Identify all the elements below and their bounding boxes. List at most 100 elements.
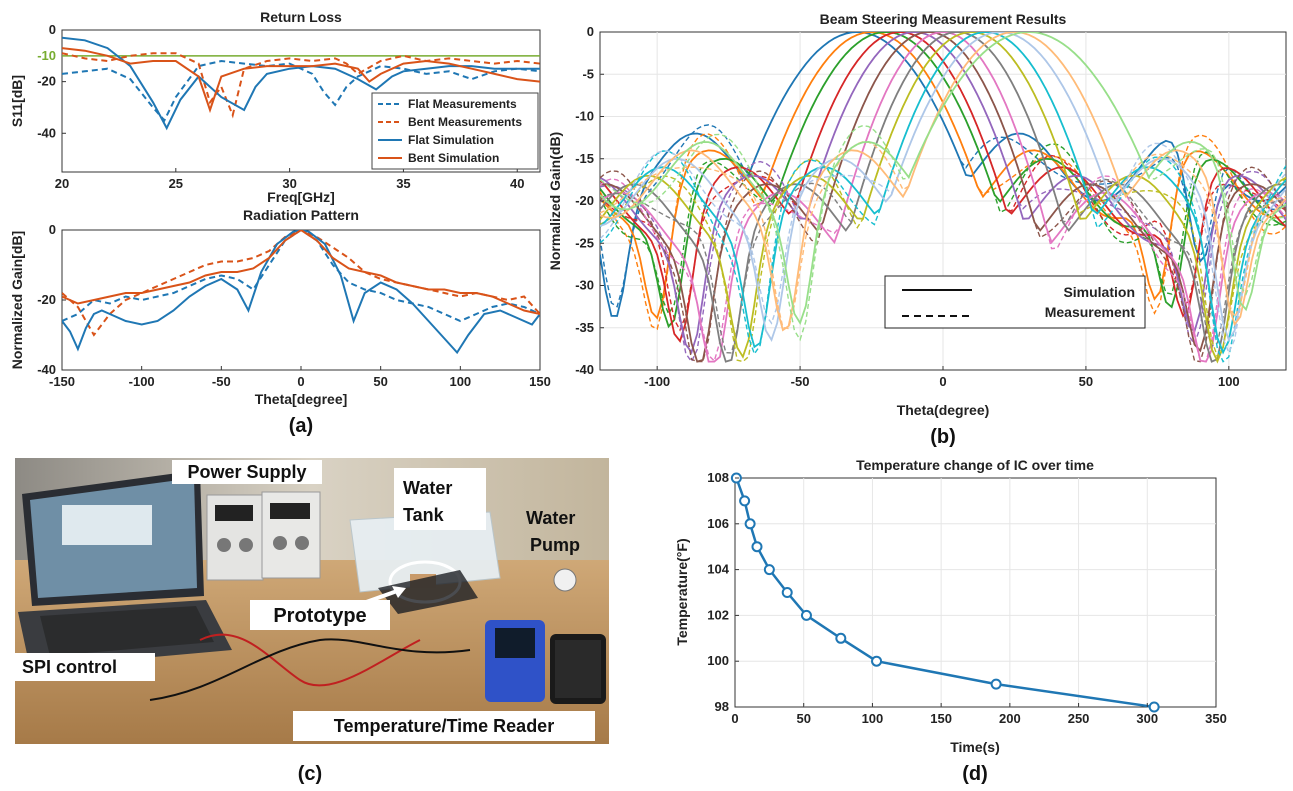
legend-flat-measurements: Flat Measurements [408, 97, 517, 111]
temperature-ytick-label: 106 [707, 516, 729, 531]
temperature-xtick-label: 100 [862, 711, 884, 726]
beam-steering-xtick-label: 50 [1079, 374, 1093, 389]
radiation-pattern-title: Radiation Pattern [243, 207, 359, 223]
beam-steering-xtick-label: -50 [791, 374, 810, 389]
label-water-pump-line2: Pump [530, 535, 580, 555]
temperature-ytick-label: 104 [707, 562, 729, 577]
return-loss-ytick-label: -40 [37, 125, 56, 140]
radiation-pattern-xtick-label: 100 [449, 374, 471, 389]
temperature-xtick-label: 0 [731, 711, 738, 726]
beam-7-measurement [600, 32, 1286, 363]
temperature-point [744, 518, 756, 530]
temperature-plot-area [734, 477, 1217, 708]
caption-d: (d) [962, 763, 988, 785]
return-loss-legend: Flat Measurements Bent Measurements Flat… [371, 92, 539, 170]
temperature-reader [485, 620, 606, 704]
radiation-pattern-series-flat-simulation [62, 230, 540, 355]
return-loss-xtick-label: 40 [510, 176, 524, 191]
legend-flat-simulation: Flat Simulation [408, 133, 494, 147]
label-temperature-reader: Temperature/Time Reader [334, 716, 554, 736]
power-supplies [206, 491, 321, 581]
temperature-ytick-label: 98 [715, 699, 729, 714]
temperature-point [990, 678, 1002, 690]
beam-steering-chart: -100 -50 0 50 100 0 -5 -10 -15 -20 -25 -30 -35 -40 Be… [547, 11, 1287, 418]
temperature-point [751, 541, 763, 553]
radiation-pattern-xlabel: Theta[degree] [255, 391, 348, 407]
beam-steering-ytick-label: -25 [575, 235, 594, 250]
temperature-xtick-label: 350 [1205, 711, 1227, 726]
radiation-pattern-xtick-label: 150 [529, 374, 551, 389]
beam-steering-ytick-label: -10 [575, 109, 594, 124]
beam-steering-ytick-label: -40 [575, 362, 594, 377]
temperature-ytick-label: 100 [707, 653, 729, 668]
radiation-pattern-plot-area [61, 229, 541, 371]
beam-steering-ytick-label: 0 [587, 24, 594, 39]
beam-steering-xlabel: Theta(degree) [897, 402, 990, 418]
water-pump [553, 568, 577, 592]
beam-steering-ytick-label: -30 [575, 278, 594, 293]
radiation-pattern-series-flat-measurements [62, 230, 540, 323]
label-spi-control: SPI control [22, 657, 117, 677]
label-prototype: Prototype [273, 605, 366, 627]
return-loss-series-flat-measurements [62, 59, 540, 123]
beam-steering-xtick-label: 0 [939, 374, 946, 389]
beam-11-simulation [600, 32, 1286, 343]
temperature-point [871, 655, 883, 667]
beam-steering-ytick-label: -5 [582, 66, 594, 81]
label-water-pump-line1: Water [526, 508, 575, 528]
return-loss-xtick-label: 25 [169, 176, 183, 191]
radiation-pattern-ytick-label: -40 [37, 362, 56, 377]
legend-simulation: Simulation [1063, 284, 1135, 300]
beam-11-measurement [600, 32, 1286, 355]
temperature-ytick-label: 102 [707, 607, 729, 622]
temperature-point [800, 609, 812, 621]
radiation-pattern-ylabel: Normalized Gain[dB] [9, 231, 25, 369]
return-loss-xtick-label: 35 [396, 176, 410, 191]
legend-bent-measurements: Bent Measurements [408, 115, 522, 129]
beam-steering-ylabel: Normalized Gain(dB) [547, 132, 563, 270]
laptop-screen-window [62, 505, 152, 545]
return-loss-chart: -10 20 25 30 35 40 0 -20 -40 Return Loss Freq[G… [9, 9, 541, 205]
temperature-xtick-label: 150 [930, 711, 952, 726]
caption-a: (a) [289, 415, 313, 437]
legend-bent-simulation: Bent Simulation [408, 151, 499, 165]
temperature-chart: 0 50 100 150 200 250 300 350 98 100 102 104 106 108 T… [674, 457, 1227, 755]
radiation-pattern-xtick-label: 0 [297, 374, 304, 389]
beam-10-simulation [600, 32, 1286, 355]
radiation-pattern-ytick-label: 0 [49, 222, 56, 237]
radiation-pattern-chart: -150 -100 -50 0 50 100 150 0 -20 -40 Radiation Pa… [9, 207, 551, 407]
radiation-pattern-xtick-label: -100 [129, 374, 155, 389]
return-loss-title: Return Loss [260, 9, 342, 25]
return-loss-ylabel: S11[dB] [9, 75, 25, 127]
legend-measurement: Measurement [1045, 304, 1136, 320]
label-power-supply: Power Supply [187, 462, 306, 482]
beam-steering-legend: Simulation Measurement [884, 275, 1146, 329]
temperature-point [835, 632, 847, 644]
beam-steering-xtick-label: 100 [1218, 374, 1240, 389]
prototype-setup-photo: Power Supply Water Tank Water Pump Proto… [15, 458, 609, 744]
return-loss-series-bent-simulation [62, 47, 540, 114]
radiation-pattern-series-bent-simulation [62, 230, 540, 315]
temperature-point [1148, 701, 1160, 713]
beam-13-measurement [600, 32, 1286, 342]
radiation-pattern-xtick-label: -50 [212, 374, 231, 389]
radiation-pattern-xtick-label: -150 [49, 374, 75, 389]
temperature-xtick-label: 300 [1136, 711, 1158, 726]
beam-steering-xtick-label: -100 [644, 374, 670, 389]
beam-steering-ytick-label: -35 [575, 320, 594, 335]
temperature-xtick-label: 200 [999, 711, 1021, 726]
return-loss-ytick-label: 0 [49, 22, 56, 37]
label-water-tank-line2: Tank [403, 505, 445, 525]
beam-1-measurement [600, 32, 1286, 308]
caption-c: (c) [298, 763, 322, 785]
beam-8-measurement [600, 32, 1286, 354]
temperature-ytick-label: 108 [707, 470, 729, 485]
return-loss-ytick-label: -20 [37, 74, 56, 89]
temperature-title: Temperature change of IC over time [856, 457, 1094, 473]
label-water-tank-line1: Water [403, 478, 452, 498]
temperature-point [739, 495, 751, 507]
temperature-xlabel: Time(s) [950, 739, 1000, 755]
temperature-ylabel: Temperature(°F) [674, 538, 690, 645]
return-loss-xtick-label: 20 [55, 176, 69, 191]
